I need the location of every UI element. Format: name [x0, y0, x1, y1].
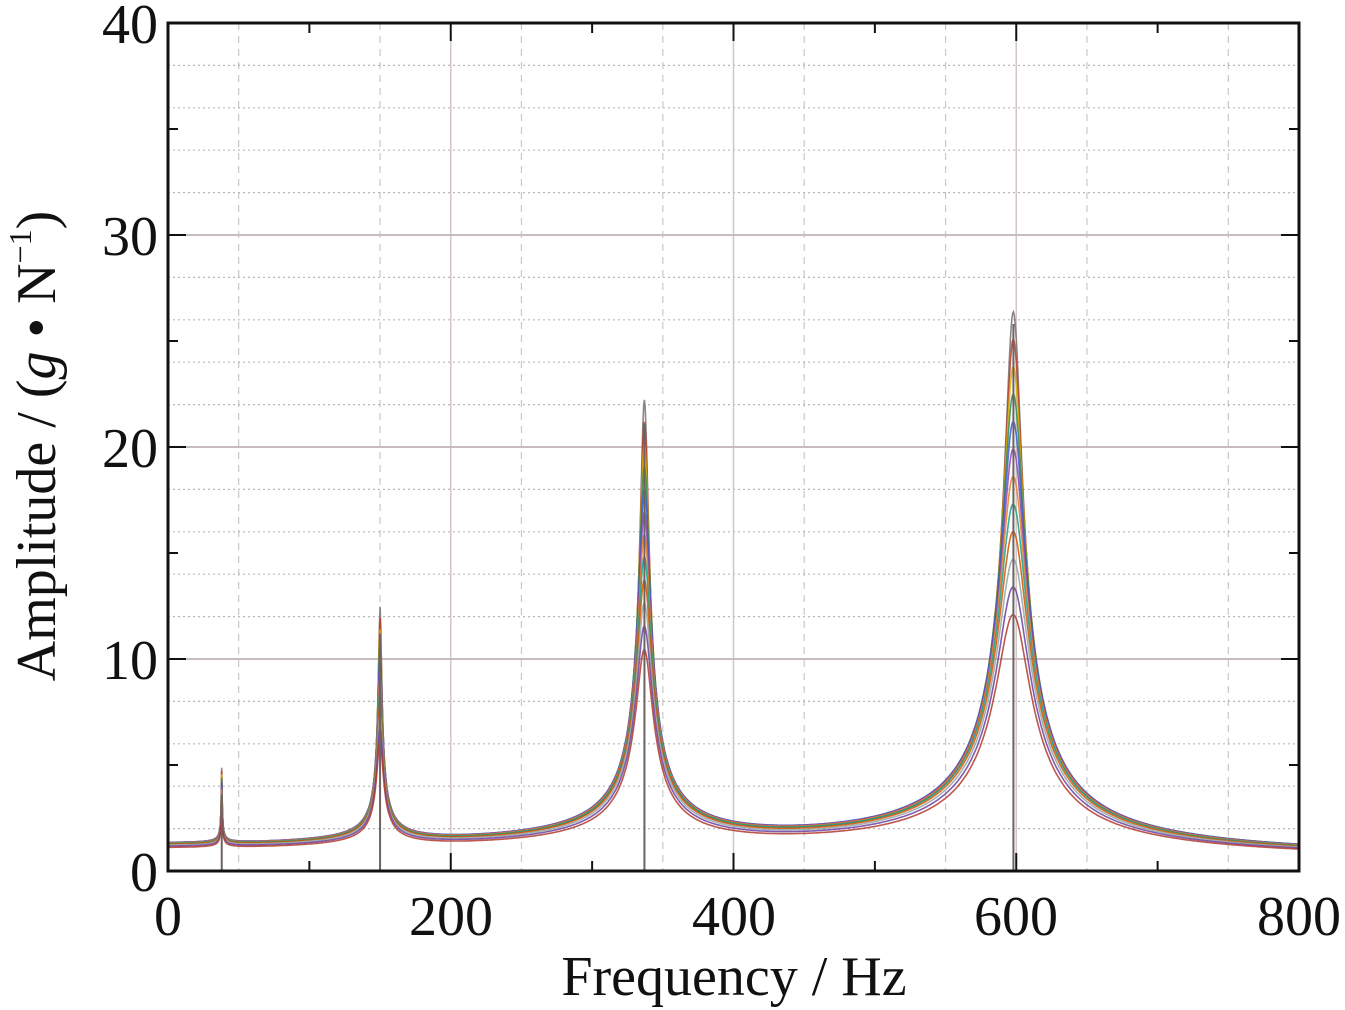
y-axis-title-dot: • N	[6, 263, 68, 351]
y-axis-title-sup: −1	[2, 229, 38, 263]
series-line	[168, 530, 1299, 848]
y-axis-title-prefix: Amplitude / (	[6, 380, 68, 682]
axis-ticks	[167, 22, 1300, 872]
series-line	[168, 586, 1299, 849]
series-layer	[168, 309, 1300, 871]
x-tick-labels: 0 200 400 600 800	[154, 886, 1341, 948]
series-line	[168, 613, 1300, 850]
x-tick-label: 0	[154, 886, 182, 948]
y-axis-title-suffix: )	[6, 211, 68, 230]
x-axis-title: Frequency / Hz	[561, 946, 906, 1008]
x-tick-label: 400	[692, 886, 776, 948]
series-line	[168, 503, 1300, 847]
y-axis-title-g: g	[6, 352, 68, 380]
y-tick-labels: 0 10 20 30 40	[102, 0, 158, 904]
series-line	[168, 558, 1300, 848]
x-tick-label: 200	[409, 886, 493, 948]
y-tick-label: 10	[102, 630, 158, 692]
y-tick-label: 0	[130, 842, 158, 904]
y-tick-label: 30	[102, 206, 158, 268]
major-grid	[168, 23, 1299, 871]
y-axis-title: Amplitude / (g • N−1)	[2, 211, 68, 682]
x-tick-label: 800	[1257, 886, 1341, 948]
y-tick-label: 40	[102, 0, 158, 56]
y-tick-label: 20	[102, 418, 158, 480]
x-tick-label: 600	[974, 886, 1058, 948]
